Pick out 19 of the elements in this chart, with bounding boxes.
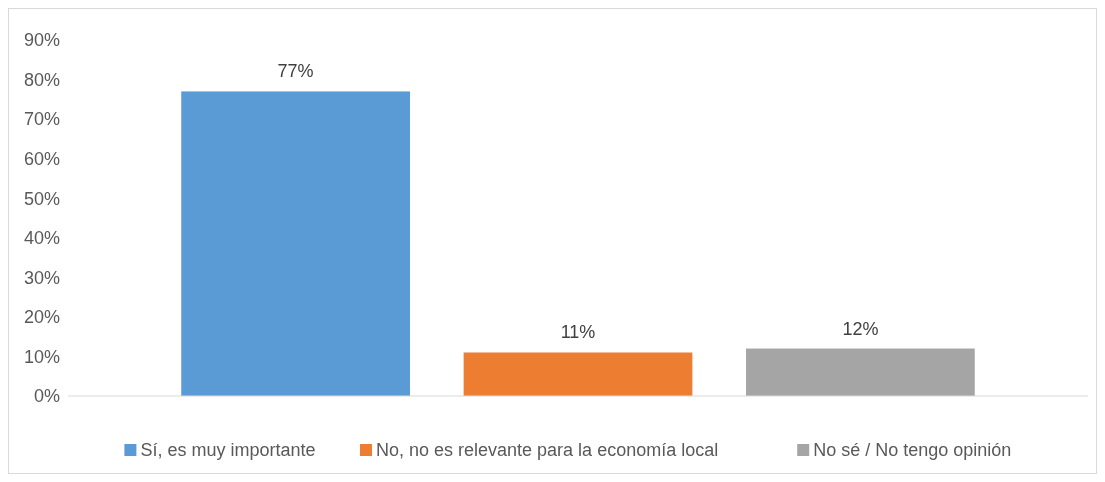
bar xyxy=(181,91,410,396)
y-tick-label: 20% xyxy=(23,307,60,328)
data-label: 11% xyxy=(560,322,596,343)
legend-label: No, no es relevante para la economía local xyxy=(376,440,719,461)
y-tick-label: 10% xyxy=(23,346,60,367)
bar xyxy=(463,352,693,396)
bar xyxy=(746,348,975,396)
y-tick-label: 30% xyxy=(23,267,60,288)
legend-label: Sí, es muy importante xyxy=(140,440,316,461)
y-tick-label: 80% xyxy=(23,69,60,90)
y-tick-label: 40% xyxy=(23,228,60,249)
y-tick-label: 90% xyxy=(23,30,60,51)
y-tick-label: 0% xyxy=(33,386,60,407)
y-tick-label: 70% xyxy=(23,109,60,130)
legend-label: No sé / No tengo opinión xyxy=(813,440,1012,461)
y-tick-label: 50% xyxy=(23,188,60,209)
data-label: 77% xyxy=(277,61,314,82)
data-label: 12% xyxy=(842,318,879,339)
y-tick-label: 60% xyxy=(23,148,60,169)
